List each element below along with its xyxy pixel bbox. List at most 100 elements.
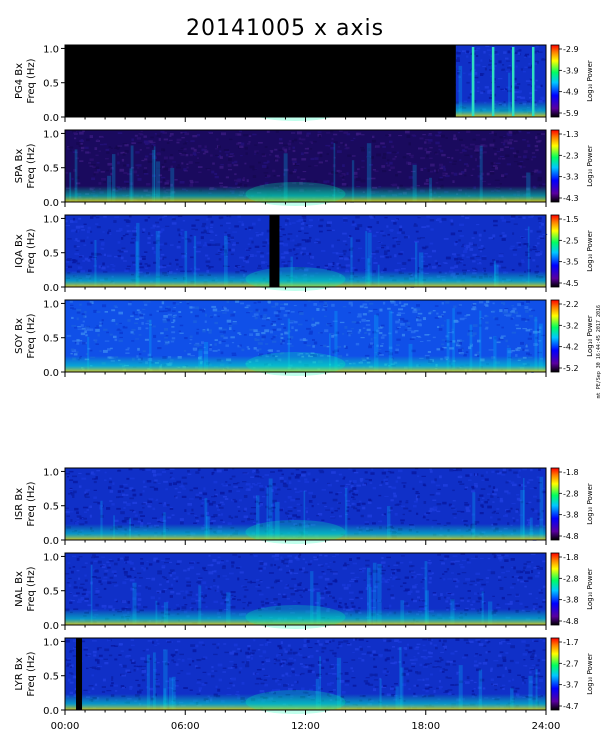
y-tick-label: 0.5 [43, 334, 59, 345]
colorbar-tick-label: -3.8 [563, 511, 579, 520]
colorbar-tick-label: -4.2 [563, 343, 579, 352]
colorbar [550, 299, 560, 373]
panel-station-label: SPA Bx [14, 149, 25, 184]
colorbar [550, 129, 560, 203]
spectrogram-panel: 0.0 0.5 1.0 ISR Bx Freq (Hz) -1.8 -2.8 -3.8 -4.8… [14, 467, 594, 547]
y-tick-label: 1.0 [43, 129, 59, 140]
colorbar-label: Log₁₀ Power [586, 653, 594, 695]
colorbar-tick-label: -2.2 [563, 300, 579, 309]
x-tick-label: 18:00 [411, 721, 440, 732]
colorbar-tick-label: -3.2 [563, 321, 579, 330]
y-tick-label: 1.0 [43, 44, 59, 55]
colorbar-tick-label: -3.9 [563, 66, 579, 75]
y-tick-label: 0.5 [43, 249, 59, 260]
colorbar-tick-label: -1.3 [563, 130, 579, 139]
y-tick-label: 0.0 [43, 706, 59, 717]
spectrogram-panel: 0.0 0.5 1.0 PG4 Bx Freq (Hz) -2.9 -3.9 -4.9 -5.9… [14, 44, 594, 124]
colorbar [550, 552, 560, 626]
spectrogram-panel: 0.0 0.5 1.0 SOY Bx Freq (Hz) -2.2 -3.2 -4.2 -5.2… [14, 299, 594, 379]
colorbar-tick-label: -2.9 [563, 45, 579, 54]
y-tick-label: 0.0 [43, 536, 59, 547]
colorbar-tick-label: -1.5 [563, 215, 579, 224]
colorbar-tick-label: -2.5 [563, 236, 579, 245]
colorbar-tick-label: -1.8 [563, 553, 579, 562]
colorbar-tick-label: -4.9 [563, 88, 579, 97]
colorbar-label: Log₁₀ Power [586, 568, 594, 610]
y-tick-label: 1.0 [43, 637, 59, 648]
panel-station-label: NAL Bx [14, 571, 25, 607]
spectrogram-panel: 0.0 0.5 1.0 SPA Bx Freq (Hz) -1.3 -2.3 -3.3 -4.3… [14, 129, 594, 209]
y-tick-label: 0.5 [43, 79, 59, 90]
y-tick-label: 0.5 [43, 164, 59, 175]
x-axis: 00:00 06:00 12:00 18:00 24:00 [51, 721, 561, 732]
y-tick-label: 0.0 [43, 198, 59, 209]
data-burst [491, 47, 495, 116]
colorbar-label: Log₁₀ Power [586, 230, 594, 272]
panel-station-label: PG4 Bx [14, 63, 25, 99]
figure-title: 20141005 x axis [186, 16, 385, 41]
spectrogram-panel: 0.0 0.5 1.0 IQA Bx Freq (Hz) -1.5 -2.5 -3.5 -4.5… [14, 214, 594, 294]
colorbar-tick-label: -3.3 [563, 173, 579, 182]
colorbar-tick-label: -4.3 [563, 194, 579, 203]
colorbar-tick-label: -4.7 [563, 702, 579, 711]
y-tick-label: 0.5 [43, 502, 59, 513]
panel-freq-label: Freq (Hz) [26, 143, 37, 188]
x-tick-label: 06:00 [171, 721, 200, 732]
colorbar [550, 637, 560, 711]
panel-station-label: ISR Bx [14, 488, 25, 520]
colorbar-tick-label: -1.7 [563, 638, 579, 647]
panel-freq-label: Freq (Hz) [26, 58, 37, 103]
colorbar-label: Log₁₀ Power [586, 315, 594, 357]
colorbar-tick-label: -2.3 [563, 151, 579, 160]
data-burst [531, 47, 535, 116]
y-tick-label: 1.0 [43, 552, 59, 563]
panel-freq-label: Freq (Hz) [26, 313, 37, 358]
data-gap [76, 638, 83, 710]
colorbar-label: Log₁₀ Power [586, 483, 594, 525]
colorbar-tick-label: -2.7 [563, 659, 579, 668]
x-tick-label: 12:00 [291, 721, 320, 732]
y-tick-label: 0.0 [43, 113, 59, 124]
panel-freq-label: Freq (Hz) [26, 481, 37, 526]
panel-station-label: IQA Bx [14, 234, 25, 268]
colorbar-tick-label: -4.5 [563, 279, 579, 288]
colorbar [550, 467, 560, 541]
y-tick-label: 1.0 [43, 467, 59, 478]
colorbar-label: Log₁₀ Power [586, 145, 594, 187]
panel-freq-label: Freq (Hz) [26, 566, 37, 611]
colorbar-tick-label: -2.8 [563, 574, 579, 583]
colorbar-tick-label: -5.2 [563, 364, 579, 373]
y-tick-label: 0.0 [43, 283, 59, 294]
spectrogram-panel: 0.0 0.5 1.0 NAL Bx Freq (Hz) -1.8 -2.8 -3.8 -4.8… [14, 552, 594, 632]
y-tick-label: 0.0 [43, 621, 59, 632]
colorbar-label: Log₁₀ Power [586, 60, 594, 102]
footnote: mt PE/Sep 30 16:44:45 2017 2016 [596, 305, 602, 399]
colorbar [550, 44, 560, 118]
colorbar [550, 214, 560, 288]
data-gap [269, 215, 280, 287]
y-tick-label: 0.5 [43, 672, 59, 683]
spectrogram-panel: 0.0 0.5 1.0 LYR Bx Freq (Hz) -1.7 -2.7 -3.7 -4.7… [14, 637, 594, 717]
x-tick-label: 24:00 [532, 721, 561, 732]
data-burst [511, 47, 515, 116]
colorbar-tick-label: -4.8 [563, 532, 579, 541]
colorbar-tick-label: -1.8 [563, 468, 579, 477]
panel-station-label: LYR Bx [14, 657, 25, 690]
data-burst [471, 47, 475, 116]
colorbar-tick-label: -3.5 [563, 258, 579, 267]
panel-station-label: SOY Bx [14, 318, 25, 354]
x-tick-label: 00:00 [51, 721, 80, 732]
y-tick-label: 1.0 [43, 214, 59, 225]
colorbar-tick-label: -4.8 [563, 617, 579, 626]
colorbar-tick-label: -2.8 [563, 489, 579, 498]
colorbar-tick-label: -3.8 [563, 596, 579, 605]
colorbar-tick-label: -3.7 [563, 681, 579, 690]
data-gap [65, 45, 456, 117]
y-tick-label: 0.0 [43, 368, 59, 379]
colorbar-tick-label: -5.9 [563, 109, 579, 118]
panel-freq-label: Freq (Hz) [26, 228, 37, 273]
panel-freq-label: Freq (Hz) [26, 651, 37, 696]
y-tick-label: 1.0 [43, 299, 59, 310]
